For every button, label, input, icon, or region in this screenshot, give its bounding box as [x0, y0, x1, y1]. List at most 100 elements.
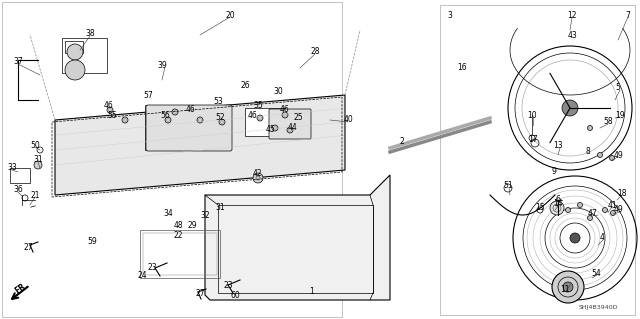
Text: 29: 29 [187, 220, 197, 229]
Text: 56: 56 [160, 110, 170, 120]
Text: 40: 40 [343, 115, 353, 124]
Text: 31: 31 [33, 155, 43, 165]
Circle shape [65, 60, 85, 80]
Text: 32: 32 [200, 211, 210, 219]
Text: 10: 10 [527, 112, 537, 121]
Polygon shape [55, 95, 345, 195]
Bar [143, 233, 217, 275]
Text: 39: 39 [157, 61, 167, 70]
Text: 9: 9 [552, 167, 556, 176]
Bar [145, 105, 230, 150]
Circle shape [550, 201, 564, 215]
Text: 5: 5 [616, 84, 620, 93]
Text: 2: 2 [399, 137, 404, 146]
Circle shape [165, 117, 171, 123]
Text: 6: 6 [556, 196, 561, 204]
Text: 35: 35 [253, 100, 263, 109]
Text: 27: 27 [195, 288, 205, 298]
Text: 20: 20 [225, 11, 235, 19]
Text: 17: 17 [528, 136, 538, 145]
Text: 23: 23 [147, 263, 157, 272]
Circle shape [598, 152, 602, 158]
Text: 25: 25 [293, 114, 303, 122]
Circle shape [552, 271, 584, 303]
Bar [10, 168, 30, 183]
Text: 27: 27 [23, 242, 33, 251]
Text: 23: 23 [223, 280, 233, 290]
Text: 3: 3 [447, 11, 452, 19]
Text: 46: 46 [185, 106, 195, 115]
Circle shape [272, 125, 278, 131]
Circle shape [563, 282, 573, 292]
Circle shape [67, 44, 83, 60]
Circle shape [570, 233, 580, 243]
Text: 14: 14 [553, 198, 563, 207]
Bar [218, 205, 373, 293]
Text: 31: 31 [215, 204, 225, 212]
Circle shape [287, 127, 293, 133]
Circle shape [282, 112, 288, 118]
Text: 37: 37 [13, 57, 23, 66]
Bar [140, 230, 220, 278]
Text: 49: 49 [613, 151, 623, 160]
Circle shape [609, 155, 614, 160]
Bar [440, 5, 635, 315]
Text: 45: 45 [265, 125, 275, 135]
Text: 49: 49 [613, 205, 623, 214]
Text: 55: 55 [107, 110, 117, 120]
FancyBboxPatch shape [146, 105, 232, 151]
Text: 54: 54 [591, 269, 601, 278]
Text: 42: 42 [252, 168, 262, 177]
Bar [245, 108, 285, 136]
Circle shape [107, 107, 113, 113]
Circle shape [566, 207, 570, 212]
Text: 18: 18 [617, 189, 627, 197]
Circle shape [253, 173, 263, 183]
Text: 59: 59 [87, 238, 97, 247]
Text: 53: 53 [213, 98, 223, 107]
Text: 28: 28 [310, 48, 320, 56]
Text: 12: 12 [567, 11, 577, 19]
Text: 19: 19 [615, 110, 625, 120]
Text: 47: 47 [587, 209, 597, 218]
Bar [65, 41, 83, 53]
Text: 57: 57 [143, 91, 153, 100]
Text: 24: 24 [137, 271, 147, 279]
Circle shape [197, 117, 203, 123]
Circle shape [172, 109, 178, 115]
Text: 15: 15 [535, 203, 545, 211]
Circle shape [602, 207, 607, 212]
Text: 58: 58 [603, 117, 613, 127]
Circle shape [588, 125, 593, 130]
Text: FR.: FR. [13, 280, 30, 296]
Text: 30: 30 [273, 87, 283, 97]
Text: 46: 46 [103, 100, 113, 109]
Circle shape [611, 211, 616, 216]
Text: 4: 4 [600, 234, 604, 242]
Text: 11: 11 [560, 286, 570, 294]
Text: 52: 52 [215, 114, 225, 122]
Bar [2, 2, 342, 317]
Text: 46: 46 [280, 106, 290, 115]
FancyBboxPatch shape [269, 109, 311, 139]
Text: 8: 8 [586, 147, 590, 157]
Text: 1: 1 [310, 287, 314, 296]
Text: 38: 38 [85, 29, 95, 39]
Text: SHJ4B3940D: SHJ4B3940D [579, 306, 618, 310]
Text: 48: 48 [173, 220, 183, 229]
Text: 43: 43 [567, 31, 577, 40]
Circle shape [257, 115, 263, 121]
Text: 33: 33 [7, 164, 17, 173]
Circle shape [122, 117, 128, 123]
Circle shape [562, 100, 578, 116]
Circle shape [577, 203, 582, 207]
Polygon shape [205, 175, 390, 300]
Text: 36: 36 [13, 186, 23, 195]
Text: 16: 16 [457, 63, 467, 72]
Text: 50: 50 [30, 140, 40, 150]
Text: 7: 7 [625, 11, 630, 19]
Circle shape [588, 216, 593, 220]
Bar [62, 38, 107, 73]
Text: 34: 34 [163, 209, 173, 218]
Text: 44: 44 [287, 123, 297, 132]
